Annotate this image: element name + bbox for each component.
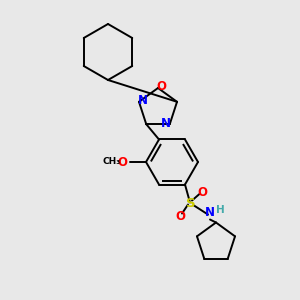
Text: O: O bbox=[117, 155, 127, 169]
Text: N: N bbox=[161, 117, 171, 130]
Text: O: O bbox=[156, 80, 166, 92]
Text: S: S bbox=[186, 197, 196, 210]
Text: O: O bbox=[197, 186, 207, 199]
Text: N: N bbox=[138, 94, 148, 107]
Text: O: O bbox=[175, 210, 185, 223]
Text: N: N bbox=[205, 206, 215, 219]
Text: H: H bbox=[216, 205, 224, 214]
Text: CH₃: CH₃ bbox=[103, 158, 121, 166]
